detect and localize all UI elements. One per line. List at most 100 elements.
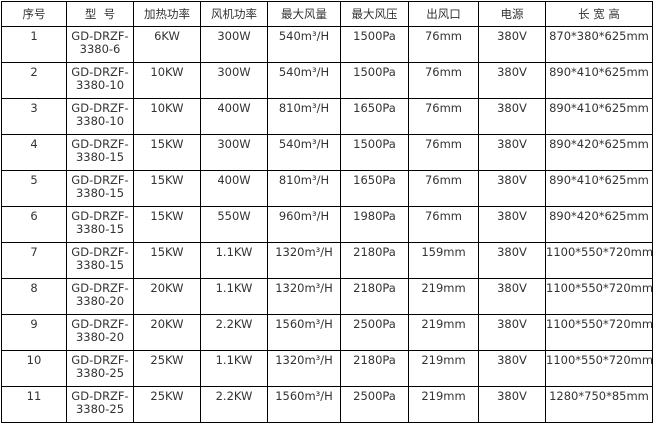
cell-model: GD-DRZF-3380-15 xyxy=(66,134,134,171)
cell-index: 3 xyxy=(1,98,67,135)
cell-max-pressure: 2500Pa xyxy=(340,314,409,351)
cell-fan-power: 400W xyxy=(200,98,268,135)
cell-dimensions: 1100*550*720mm xyxy=(545,314,653,351)
header-max-pressure: 最大风压 xyxy=(340,1,409,27)
cell-dimensions: 870*380*625mm xyxy=(545,26,653,63)
cell-max-pressure: 1500Pa xyxy=(340,62,409,99)
cell-max-airflow: 960m³/H xyxy=(267,206,341,243)
cell-dimensions: 890*410*625mm xyxy=(545,98,653,135)
cell-fan-power: 2.2KW xyxy=(200,314,268,351)
cell-model: GD-DRZF-3380-20 xyxy=(66,314,134,351)
cell-power-supply: 380V xyxy=(478,98,546,135)
cell-index: 6 xyxy=(1,206,67,243)
cell-max-airflow: 1320m³/H xyxy=(267,350,341,387)
cell-index: 7 xyxy=(1,242,67,279)
cell-max-pressure: 1650Pa xyxy=(340,98,409,135)
cell-index: 9 xyxy=(1,314,67,351)
cell-max-pressure: 2500Pa xyxy=(340,386,409,423)
cell-outlet: 219mm xyxy=(408,278,479,315)
cell-model: GD-DRZF-3380-6 xyxy=(66,26,134,63)
cell-index: 5 xyxy=(1,170,67,207)
table-row: 4 GD-DRZF-3380-15 15KW 300W 540m³/H 1500Pa 76m… xyxy=(1,134,653,171)
cell-max-airflow: 1320m³/H xyxy=(267,242,341,279)
cell-dimensions: 1100*550*720mm xyxy=(545,278,653,315)
table-row: 9 GD-DRZF-3380-20 20KW 2.2KW 1560m³/H 2500Pa 2… xyxy=(1,314,653,351)
cell-index: 1 xyxy=(1,26,67,63)
cell-model: GD-DRZF-3380-15 xyxy=(66,242,134,279)
cell-max-airflow: 810m³/H xyxy=(267,170,341,207)
cell-heating-power: 15KW xyxy=(133,170,201,207)
cell-max-airflow: 1320m³/H xyxy=(267,278,341,315)
cell-index: 2 xyxy=(1,62,67,99)
cell-outlet: 76mm xyxy=(408,206,479,243)
cell-index: 4 xyxy=(1,134,67,171)
table-row: 3 GD-DRZF-3380-10 10KW 400W 810m³/H 1650Pa 76m… xyxy=(1,98,653,135)
header-heating-power: 加热功率 xyxy=(133,1,201,27)
cell-max-pressure: 2180Pa xyxy=(340,242,409,279)
cell-outlet: 76mm xyxy=(408,26,479,63)
cell-heating-power: 25KW xyxy=(133,350,201,387)
table-row: 11 GD-DRZF-3380-25 25KW 2.2KW 1560m³/H 2500Pa… xyxy=(1,386,653,423)
cell-heating-power: 10KW xyxy=(133,62,201,99)
cell-index: 11 xyxy=(1,386,67,423)
cell-model: GD-DRZF-3380-25 xyxy=(66,350,134,387)
header-index: 序号 xyxy=(1,1,67,27)
cell-dimensions: 1100*550*720mm xyxy=(545,350,653,387)
cell-max-airflow: 1560m³/H xyxy=(267,386,341,423)
cell-fan-power: 300W xyxy=(200,26,268,63)
cell-fan-power: 1.1KW xyxy=(200,350,268,387)
cell-outlet: 76mm xyxy=(408,134,479,171)
table-row: 10 GD-DRZF-3380-25 25KW 1.1KW 1320m³/H 2180Pa… xyxy=(1,350,653,387)
cell-heating-power: 15KW xyxy=(133,134,201,171)
cell-max-pressure: 1980Pa xyxy=(340,206,409,243)
header-row: 序号 型 号 加热功率 风机功率 最大风量 最大风压 出风口 电源 长 宽 高 xyxy=(1,1,653,27)
cell-max-pressure: 1650Pa xyxy=(340,170,409,207)
cell-model: GD-DRZF-3380-10 xyxy=(66,98,134,135)
cell-model: GD-DRZF-3380-15 xyxy=(66,170,134,207)
cell-index: 8 xyxy=(1,278,67,315)
cell-fan-power: 2.2KW xyxy=(200,386,268,423)
cell-outlet: 159mm xyxy=(408,242,479,279)
header-power-supply: 电源 xyxy=(478,1,546,27)
table-row: 8 GD-DRZF-3380-20 20KW 1.1KW 1320m³/H 2180Pa 2… xyxy=(1,278,653,315)
cell-power-supply: 380V xyxy=(478,350,546,387)
cell-heating-power: 20KW xyxy=(133,314,201,351)
cell-max-airflow: 540m³/H xyxy=(267,62,341,99)
cell-power-supply: 380V xyxy=(478,314,546,351)
table-row: 5 GD-DRZF-3380-15 15KW 400W 810m³/H 1650Pa 76m… xyxy=(1,170,653,207)
cell-fan-power: 1.1KW xyxy=(200,278,268,315)
header-outlet: 出风口 xyxy=(408,1,479,27)
cell-dimensions: 890*420*625mm xyxy=(545,134,653,171)
header-model: 型 号 xyxy=(66,1,134,27)
header-dimensions: 长 宽 高 xyxy=(545,1,653,27)
cell-max-pressure: 2180Pa xyxy=(340,350,409,387)
cell-max-airflow: 540m³/H xyxy=(267,134,341,171)
cell-outlet: 219mm xyxy=(408,386,479,423)
cell-max-pressure: 1500Pa xyxy=(340,26,409,63)
cell-heating-power: 25KW xyxy=(133,386,201,423)
table-row: 1 GD-DRZF-3380-6 6KW 300W 540m³/H 1500Pa 76mm 3… xyxy=(1,26,653,63)
cell-heating-power: 10KW xyxy=(133,98,201,135)
cell-power-supply: 380V xyxy=(478,242,546,279)
cell-fan-power: 300W xyxy=(200,62,268,99)
cell-outlet: 76mm xyxy=(408,170,479,207)
cell-model: GD-DRZF-3380-25 xyxy=(66,386,134,423)
cell-outlet: 76mm xyxy=(408,98,479,135)
cell-max-airflow: 540m³/H xyxy=(267,26,341,63)
cell-dimensions: 890*420*625mm xyxy=(545,206,653,243)
header-fan-power: 风机功率 xyxy=(200,1,268,27)
cell-power-supply: 380V xyxy=(478,26,546,63)
cell-heating-power: 6KW xyxy=(133,26,201,63)
cell-max-pressure: 2180Pa xyxy=(340,278,409,315)
cell-power-supply: 380V xyxy=(478,278,546,315)
cell-dimensions: 1280*750*85mm xyxy=(545,386,653,423)
cell-fan-power: 550W xyxy=(200,206,268,243)
cell-dimensions: 890*410*625mm xyxy=(545,170,653,207)
cell-power-supply: 380V xyxy=(478,206,546,243)
spec-table: 序号 型 号 加热功率 风机功率 最大风量 最大风压 出风口 电源 长 宽 高 … xyxy=(1,1,653,423)
cell-power-supply: 380V xyxy=(478,386,546,423)
cell-max-airflow: 1560m³/H xyxy=(267,314,341,351)
table-row: 2 GD-DRZF-3380-10 10KW 300W 540m³/H 1500Pa 76m… xyxy=(1,62,653,99)
cell-power-supply: 380V xyxy=(478,62,546,99)
cell-fan-power: 300W xyxy=(200,134,268,171)
